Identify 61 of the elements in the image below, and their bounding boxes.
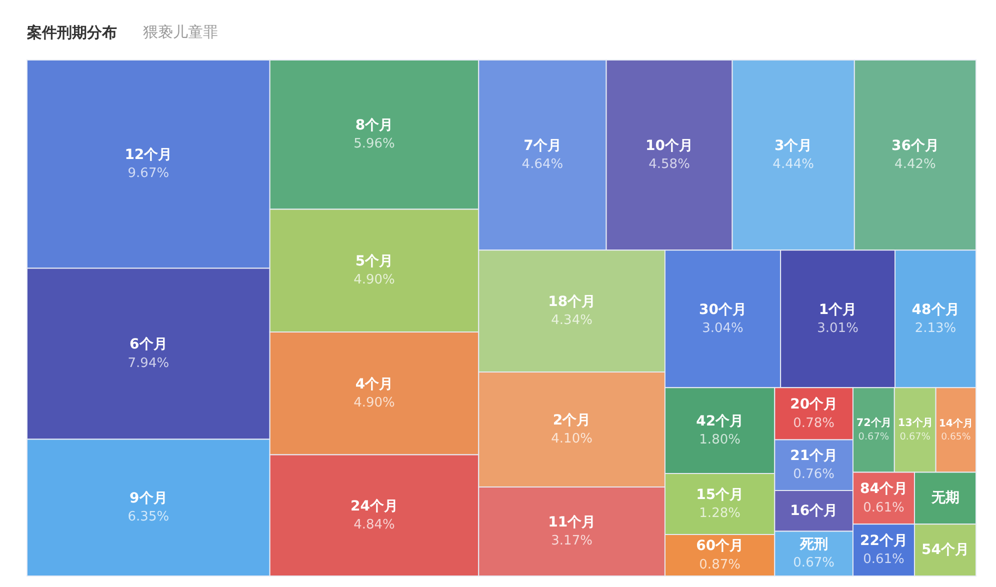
data-label: 4.42% bbox=[894, 157, 936, 172]
category-label: 2个月 bbox=[552, 412, 591, 428]
text: 猥亵儿童罪 bbox=[143, 23, 218, 41]
data-label: 1.28% bbox=[699, 506, 740, 522]
category-label: 30个月 bbox=[699, 302, 747, 318]
data-label: 0.61% bbox=[863, 552, 904, 568]
category-label: 21个月 bbox=[790, 448, 838, 464]
data-label: 3.04% bbox=[702, 320, 744, 336]
text: 案件刑期分布 bbox=[26, 23, 117, 42]
data-label: 0.78% bbox=[793, 416, 834, 431]
data-label: 1.80% bbox=[699, 432, 740, 448]
category-label: 84个月 bbox=[860, 481, 908, 498]
data-label: 6.35% bbox=[128, 510, 170, 525]
data-label: 0.76% bbox=[793, 467, 834, 482]
category-label: 18个月 bbox=[548, 294, 596, 310]
data-label: 4.44% bbox=[772, 157, 814, 172]
data-label: 4.34% bbox=[551, 313, 592, 328]
category-label: 72个月 bbox=[856, 417, 891, 430]
category-label: 11个月 bbox=[548, 514, 596, 530]
data-label: 4.64% bbox=[522, 157, 564, 172]
data-label: 4.84% bbox=[354, 517, 395, 532]
data-label: 4.90% bbox=[354, 272, 395, 288]
category-label: 16个月 bbox=[790, 502, 838, 519]
category-label: 1个月 bbox=[818, 302, 857, 318]
data-label: 0.87% bbox=[699, 557, 740, 572]
category-label: 24个月 bbox=[350, 498, 398, 514]
data-label: 4.10% bbox=[551, 432, 592, 447]
category-label: 4个月 bbox=[355, 376, 394, 392]
data-label: 0.67% bbox=[900, 432, 930, 443]
category-label: 7个月 bbox=[524, 138, 562, 154]
category-label: 13个月 bbox=[898, 417, 932, 430]
category-label: 死刑 bbox=[798, 536, 828, 553]
category-label: 12个月 bbox=[124, 147, 172, 164]
category-label: 3个月 bbox=[774, 138, 812, 154]
data-label: 7.94% bbox=[128, 356, 170, 371]
category-label: 48个月 bbox=[912, 302, 960, 318]
data-label: 0.65% bbox=[941, 431, 971, 442]
category-label: 无期 bbox=[930, 490, 960, 506]
category-label: 6个月 bbox=[130, 336, 168, 353]
category-label: 8个月 bbox=[355, 118, 394, 134]
category-label: 14个月 bbox=[938, 417, 973, 430]
data-label: 5.96% bbox=[354, 136, 395, 152]
data-label: 9.67% bbox=[128, 166, 170, 182]
category-label: 54个月 bbox=[922, 542, 969, 558]
category-label: 10个月 bbox=[646, 138, 694, 154]
category-label: 15个月 bbox=[696, 486, 744, 503]
data-label: 0.67% bbox=[793, 556, 834, 571]
data-label: 0.67% bbox=[858, 432, 890, 443]
category-label: 22个月 bbox=[860, 532, 908, 549]
category-label: 42个月 bbox=[696, 413, 744, 430]
data-label: 2.13% bbox=[914, 320, 956, 336]
category-label: 5个月 bbox=[355, 254, 394, 270]
data-label: 0.61% bbox=[863, 500, 904, 516]
category-label: 36个月 bbox=[891, 138, 939, 154]
data-label: 4.90% bbox=[354, 395, 395, 410]
data-label: 4.58% bbox=[648, 157, 690, 172]
category-label: 60个月 bbox=[696, 538, 744, 554]
data-label: 3.01% bbox=[817, 320, 858, 336]
data-label: 3.17% bbox=[551, 534, 592, 549]
category-label: 20个月 bbox=[790, 396, 838, 413]
category-label: 9个月 bbox=[130, 490, 168, 507]
